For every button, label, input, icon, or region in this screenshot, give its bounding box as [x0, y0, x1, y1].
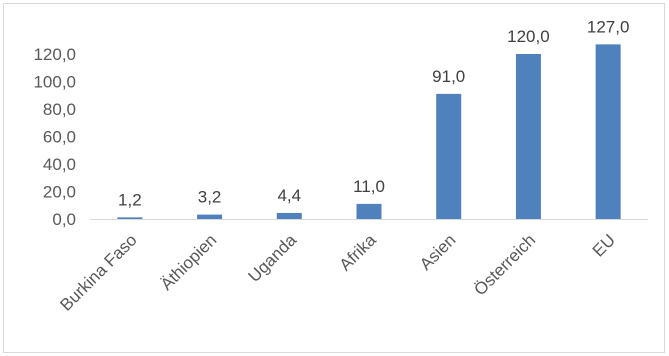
data-labels: 1,2 3,2 4,4 11,0 91,0 120,0 127,0 [118, 17, 629, 209]
x-tick-label: Asien [416, 230, 460, 274]
data-label: 4,4 [277, 186, 301, 205]
bars [117, 44, 621, 219]
x-axis-tick-labels: Burkina Faso Äthiopien Uganda Afrika Asien Ös… [56, 230, 619, 315]
bar [356, 203, 382, 219]
x-tick-label: Afrika [336, 230, 381, 275]
bar [515, 54, 541, 219]
y-tick-label: 100,0 [33, 73, 76, 92]
bar [276, 212, 302, 219]
y-tick-label: 40,0 [43, 155, 76, 174]
x-tick-label: EU [589, 230, 619, 260]
y-tick-label: 0,0 [52, 210, 76, 229]
chart-frame [3, 3, 665, 353]
y-tick-label: 80,0 [43, 100, 76, 119]
y-tick-label: 20,0 [43, 183, 76, 202]
x-tick-label: Uganda [245, 230, 301, 286]
x-tick-label: Burkina Faso [56, 230, 140, 314]
data-label: 91,0 [432, 67, 465, 86]
y-tick-label: 120,0 [33, 45, 76, 64]
data-label: 1,2 [118, 190, 142, 209]
x-tick-label: Österreich [470, 230, 539, 299]
y-tick-label: 60,0 [43, 128, 76, 147]
y-axis-tick-labels: 0,0 20,0 40,0 60,0 80,0 100,0 120,0 [33, 45, 76, 229]
bar [436, 93, 462, 219]
x-tick-label: Äthiopien [157, 230, 221, 294]
bar [197, 214, 223, 219]
data-label: 3,2 [198, 188, 222, 207]
data-label: 11,0 [353, 177, 385, 196]
data-label: 127,0 [587, 17, 630, 36]
bar [595, 44, 621, 219]
bar [117, 217, 143, 219]
data-label: 120,0 [507, 27, 550, 46]
